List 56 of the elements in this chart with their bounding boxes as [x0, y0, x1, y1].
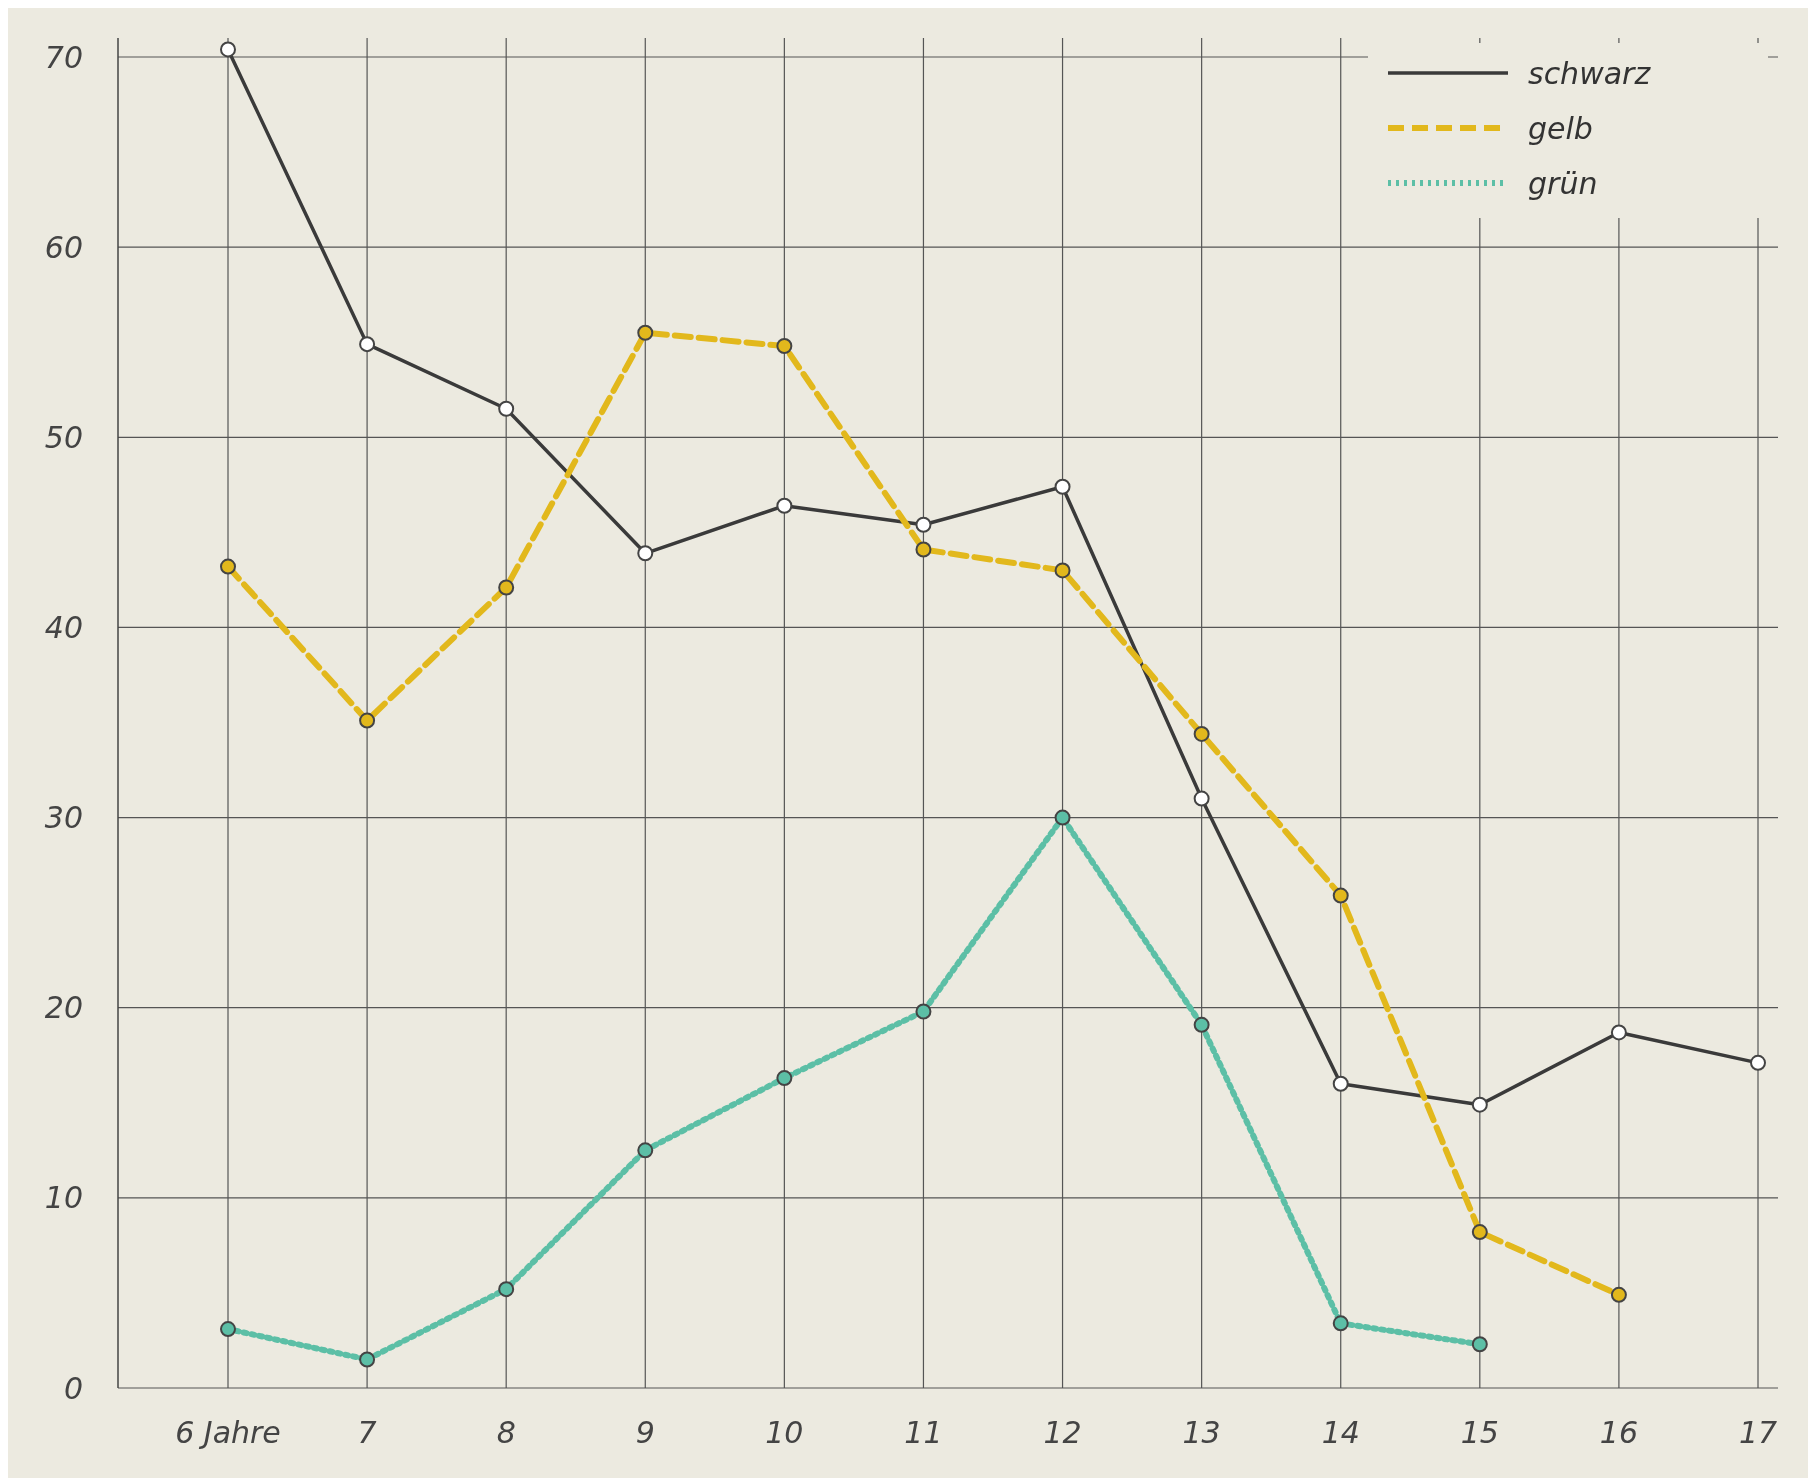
- point: [915, 541, 932, 558]
- point: [220, 1321, 236, 1338]
- point: [1471, 1224, 1488, 1241]
- point: [915, 1003, 932, 1020]
- point: [1193, 725, 1210, 742]
- point: [1471, 1336, 1488, 1353]
- y-tick-label: 0: [63, 1370, 83, 1406]
- x-tick-label: 16: [1599, 1415, 1638, 1450]
- point: [220, 41, 236, 58]
- x-tick-label: 7: [357, 1415, 377, 1450]
- point: [359, 712, 376, 729]
- x-tick-label: 15: [1460, 1415, 1499, 1450]
- point: [1193, 790, 1210, 807]
- point: [637, 545, 654, 562]
- point: [637, 324, 654, 341]
- x-tick-label: 11: [904, 1415, 943, 1450]
- point: [1750, 1054, 1766, 1071]
- legend-label: gelb: [1528, 110, 1593, 146]
- x-tick-label: 9: [635, 1415, 655, 1450]
- x-tick-label: 13: [1182, 1415, 1221, 1450]
- legend-label: schwarz: [1528, 55, 1652, 91]
- point: [359, 336, 376, 353]
- legend-label: grün: [1528, 165, 1598, 201]
- point: [1054, 562, 1071, 579]
- x-tick-label: 14: [1321, 1415, 1360, 1450]
- point: [1332, 1315, 1349, 1332]
- y-tick-label: 60: [44, 229, 83, 265]
- y-tick-label: 10: [44, 1180, 83, 1216]
- point: [776, 497, 793, 514]
- point: [1332, 887, 1349, 904]
- y-tick-label: 20: [44, 990, 83, 1026]
- y-tick-label: 70: [44, 39, 83, 75]
- point: [1054, 478, 1071, 495]
- point: [1610, 1286, 1627, 1303]
- x-tick-label: 17: [1738, 1415, 1778, 1450]
- point: [498, 400, 515, 417]
- point: [776, 338, 793, 355]
- x-tick-label: 8: [496, 1415, 516, 1450]
- x-tick-label: 10: [765, 1415, 804, 1450]
- point: [1471, 1096, 1488, 1113]
- point: [498, 579, 515, 596]
- point: [915, 516, 932, 533]
- point: [776, 1070, 793, 1087]
- y-tick-label: 40: [44, 609, 83, 645]
- point: [220, 558, 236, 575]
- point: [1054, 809, 1071, 826]
- x-tick-label: 12: [1043, 1415, 1082, 1450]
- point: [1193, 1016, 1210, 1033]
- point: [498, 1281, 515, 1298]
- point: [359, 1351, 376, 1368]
- y-tick-label: 30: [44, 800, 83, 836]
- x-tick-label: 6 Jahre: [175, 1415, 281, 1450]
- point: [1610, 1024, 1627, 1041]
- point: [1332, 1075, 1349, 1092]
- y-tick-label: 50: [44, 419, 83, 455]
- point: [637, 1142, 654, 1159]
